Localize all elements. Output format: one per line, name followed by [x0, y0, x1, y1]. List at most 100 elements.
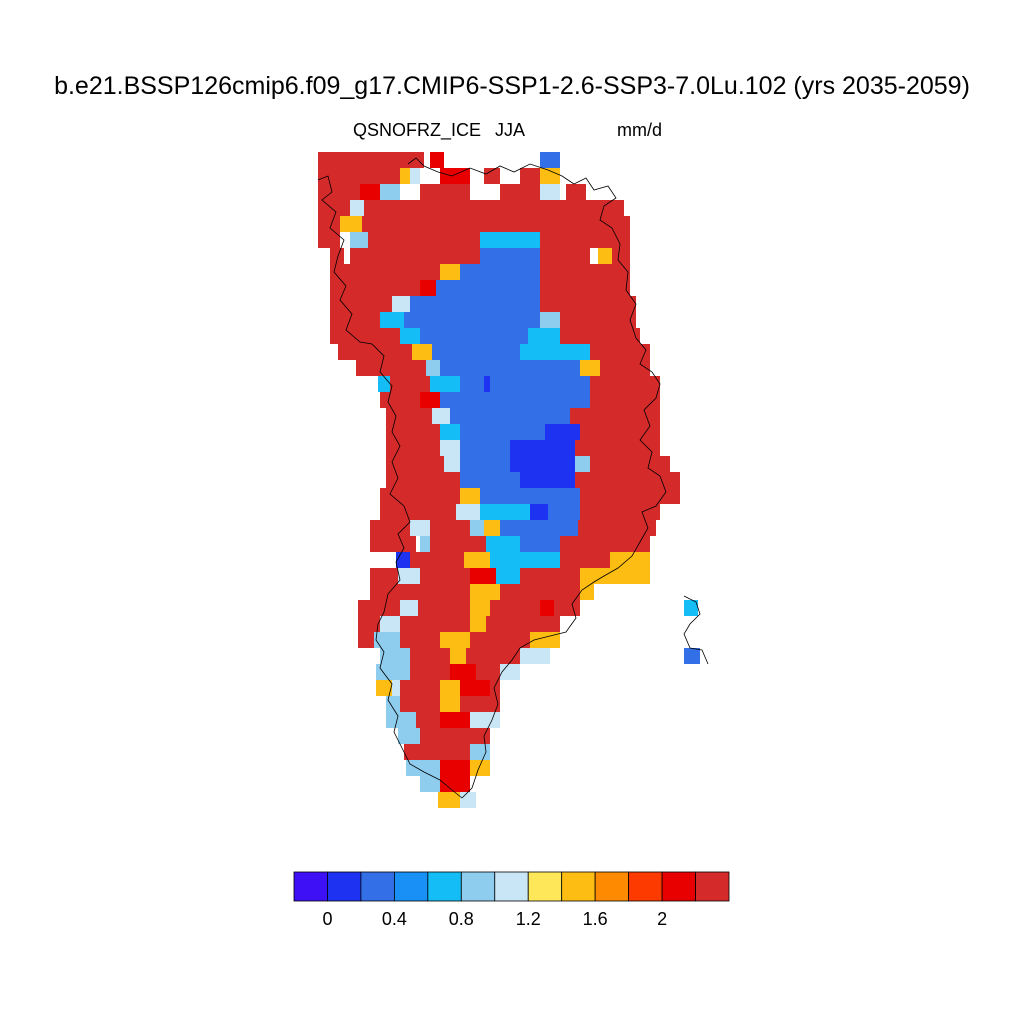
grid-cell [330, 312, 380, 328]
grid-cell [470, 712, 500, 728]
grid-cell [440, 424, 460, 440]
grid-cell [466, 648, 520, 664]
grid-cell [386, 408, 432, 424]
coastline-north [407, 157, 575, 185]
grid-cell [362, 216, 630, 232]
grid-cell [400, 680, 440, 696]
grid-cell [340, 216, 362, 232]
grid-cell [546, 568, 580, 584]
grid-cell [400, 600, 418, 616]
grid-cell [520, 472, 575, 488]
grid-cell [368, 232, 480, 248]
grid-cell [575, 440, 600, 456]
grid-cell [440, 760, 470, 776]
grid-cell [560, 328, 640, 344]
grid-cell [440, 680, 460, 696]
grid-cell [590, 376, 660, 392]
grid-cell [484, 168, 500, 184]
grid-cell [548, 504, 580, 520]
grid-cell [350, 232, 368, 248]
grid-cell [410, 296, 540, 312]
grid-cell [330, 264, 440, 280]
colorbar-box [661, 871, 696, 902]
grid-cell [376, 680, 392, 696]
grid-cell [464, 552, 490, 568]
grid-cell [420, 568, 470, 584]
grid-cell [440, 264, 460, 280]
season-label: JJA [495, 120, 526, 140]
grid-cell [440, 472, 460, 488]
grid-cell [400, 696, 440, 712]
colorbar-box [360, 871, 395, 902]
grid-cell [496, 568, 520, 584]
grid-cell [470, 520, 484, 536]
grid-cell [460, 488, 480, 504]
grid-cell [420, 728, 460, 744]
grid-cell [600, 440, 660, 456]
grid-cell [318, 216, 340, 232]
grid-cell [392, 680, 400, 696]
grid-cell [440, 168, 470, 184]
colorbar-box [628, 871, 663, 902]
grid-cell [460, 680, 490, 696]
grid-cell [358, 600, 400, 616]
grid-cell [575, 472, 600, 488]
grid-cell [528, 328, 560, 344]
grid-cell [470, 632, 530, 648]
grid-cell [420, 776, 440, 792]
grid-cell [610, 552, 650, 568]
grid-cell [410, 648, 450, 664]
grid-cell [440, 392, 590, 408]
grid-cell [470, 760, 490, 776]
grid-cell [400, 168, 410, 184]
grid-cell [510, 456, 575, 472]
grid-cell [540, 280, 630, 296]
grid-cell [520, 168, 540, 184]
grid-cell [480, 504, 530, 520]
grid-cell [460, 440, 510, 456]
grid-cell [566, 184, 586, 200]
grid-cell [404, 312, 540, 328]
grid-cell [318, 168, 400, 184]
grid-cell [350, 200, 364, 216]
colorbar-box [327, 871, 362, 902]
grid-cell [400, 584, 420, 600]
grid-cell [590, 392, 660, 408]
grid-cell [520, 536, 560, 552]
grid-cell [490, 680, 500, 696]
grid-cell [490, 600, 540, 616]
grid-cell [486, 616, 560, 632]
grid-cell [450, 664, 476, 680]
grid-cell [338, 344, 412, 360]
grid-cell [470, 744, 490, 760]
grid-cell [386, 424, 440, 440]
grid-cell [560, 552, 610, 568]
grid-cell [418, 600, 470, 616]
colorbar-tick-label: 1.6 [583, 909, 608, 929]
grid-cell [490, 376, 590, 392]
figure-title: b.e21.BSSP126cmip6.f09_g17.CMIP6-SSP1-2.… [54, 72, 970, 100]
colorbar-box [494, 871, 529, 902]
grid-cell [560, 536, 650, 552]
grid-cell [486, 536, 520, 552]
colorbar-box [527, 871, 563, 902]
grid-cell [380, 488, 460, 504]
grid-cell [530, 504, 548, 520]
grid-cell [358, 616, 380, 632]
colorbar-box [427, 871, 462, 902]
grid-cell [392, 296, 410, 312]
coastline-islands [683, 595, 709, 665]
grid-cell [460, 376, 490, 392]
grid-cell [540, 312, 560, 328]
grid-cell [640, 488, 680, 504]
grid-cell [318, 184, 360, 200]
grid-cell [330, 280, 420, 296]
grid-cell [450, 408, 570, 424]
grid-cell [398, 568, 420, 584]
grid-cell [380, 648, 410, 664]
grid-cell [360, 184, 380, 200]
variable-label: QSNOFRZ_ICE [353, 120, 482, 140]
colorbar-tick-labels: 0 0.4 0.8 1.2 1.6 2 [322, 909, 667, 929]
grid-cell [578, 520, 656, 536]
grid-cell [684, 648, 700, 664]
